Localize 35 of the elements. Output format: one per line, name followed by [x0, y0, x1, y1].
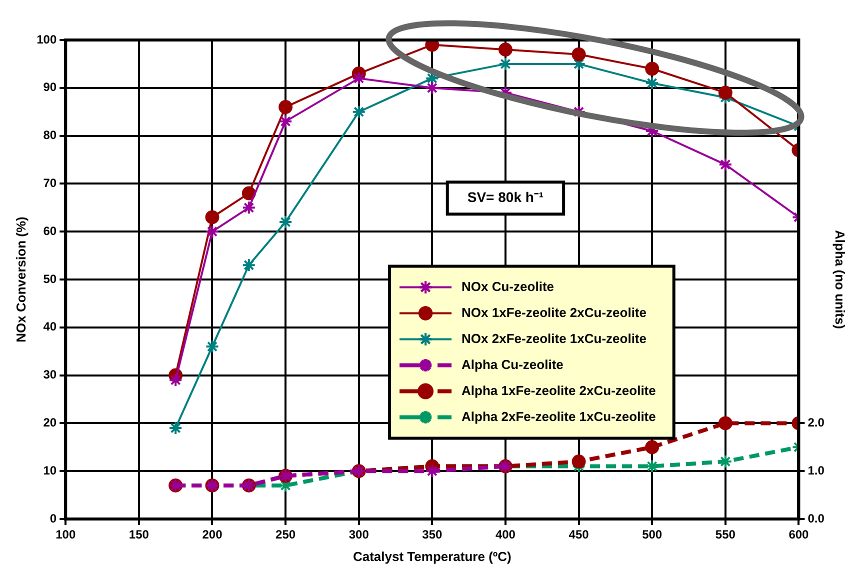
- y-tick-label: 90: [43, 80, 57, 94]
- x-tick-label: 250: [276, 528, 296, 542]
- y2-tick-label: 0.0: [808, 511, 825, 526]
- y2-tick-label: 1.0: [808, 463, 825, 478]
- legend-label: NOx Cu-zeolite: [462, 278, 554, 294]
- x-tick-label: 200: [202, 528, 223, 542]
- y2-tick-label: 2.0: [808, 416, 825, 430]
- legend-label: Alpha 1xFe-zeolite 2xCu-zeolite: [462, 382, 656, 398]
- y-tick-label: 70: [43, 176, 57, 190]
- y-tick-label: 60: [43, 224, 57, 238]
- y-tick-label: 10: [43, 463, 57, 478]
- x-tick-label: 450: [568, 528, 590, 542]
- x-tick-label: 400: [495, 528, 516, 542]
- legend-label: Alpha 2xFe-zeolite 1xCu-zeolite: [462, 408, 656, 424]
- y-tick-label: 30: [43, 368, 57, 382]
- x-tick-label: 350: [422, 528, 442, 542]
- x-tick-label: 100: [56, 528, 76, 542]
- x-tick-label: 150: [128, 528, 150, 542]
- y2-axis-title: Alpha (no units): [832, 230, 848, 329]
- y-tick-label: 80: [43, 128, 57, 142]
- legend-label: Alpha Cu-zeolite: [462, 356, 564, 372]
- legend-label: NOx 2xFe-zeolite 1xCu-zeolite: [462, 330, 646, 346]
- annotation: SV= 80k h⁻¹: [467, 188, 544, 205]
- y-tick-label: 50: [43, 272, 57, 286]
- x-axis-title: Catalyst Temperature (ºC): [352, 548, 512, 564]
- y-tick-label: 0: [50, 511, 57, 526]
- x-tick-label: 550: [715, 528, 736, 542]
- y-axis-title: NOx Conversion (%): [13, 216, 28, 342]
- y-tick-label: 40: [43, 320, 57, 334]
- x-tick-label: 300: [348, 528, 370, 542]
- legend-label: NOx 1xFe-zeolite 2xCu-zeolite: [462, 304, 646, 320]
- y-tick-label: 100: [36, 32, 57, 46]
- x-tick-label: 600: [788, 528, 810, 542]
- y-tick-label: 20: [43, 416, 57, 430]
- x-tick-label: 500: [642, 528, 662, 542]
